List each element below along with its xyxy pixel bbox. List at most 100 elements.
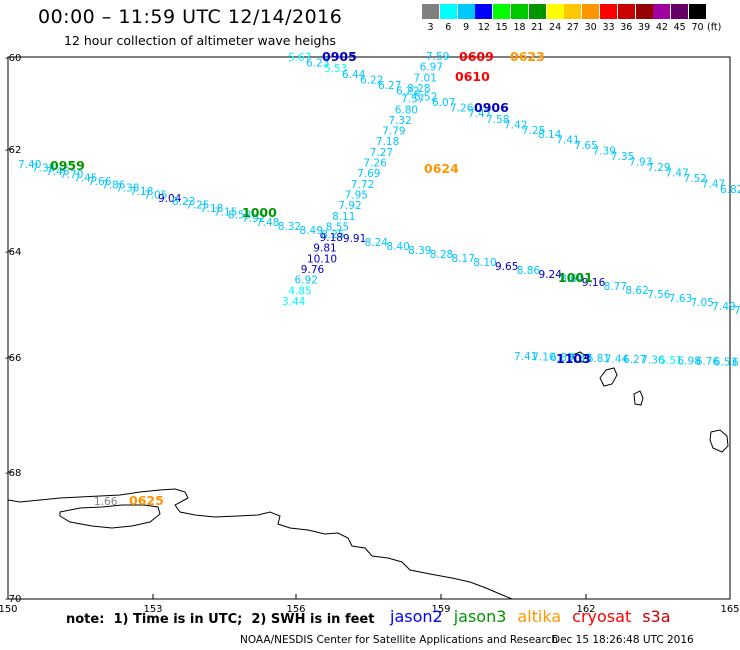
swh-value: 8.24 [365, 237, 389, 249]
swh-value: 5.51 [659, 355, 682, 367]
swh-value: 7.86 [102, 179, 126, 191]
track-labels: 7.407.387.467.707.457.667.867.387.187.05… [18, 49, 740, 508]
graticule [7, 148, 731, 599]
swh-value: 8.86 [517, 265, 541, 277]
swh-value: 7.42 [504, 119, 527, 131]
swh-value: 8.32 [278, 221, 301, 233]
swh-value: 8.11 [332, 211, 355, 223]
scale-swatch-24 [546, 4, 564, 19]
legend-jason2: jason2 [390, 607, 443, 626]
lat-label: -66 [5, 353, 21, 364]
swh-value: 7.35 [611, 151, 634, 163]
swh-value: 6.80 [395, 104, 418, 116]
swh-value: 7.79 [382, 126, 405, 138]
swh-value: 7.65 [574, 140, 597, 152]
scale-swatch-18 [511, 4, 528, 19]
track-time-label: 0959 [50, 158, 85, 173]
swh-value: 6.76 [696, 356, 720, 368]
lat-label: -60 [5, 53, 21, 64]
swh-value: 7.66 [88, 176, 112, 188]
swh-value: 7.57 [401, 94, 424, 106]
swh-value: 7.92 [338, 200, 361, 212]
swh-value: 7.41 [556, 135, 579, 147]
swh-value: 7.41 [514, 351, 537, 363]
track-0624: 3.444.856.929.7610.109.819.188.558.117.9… [282, 51, 459, 308]
map-title: 00:00 – 11:59 UTC 12/14/2016 [38, 6, 343, 28]
swh-value: 7.18 [376, 136, 399, 148]
swh-value: 9.16 [582, 277, 606, 289]
scale-swatch-42 [653, 4, 671, 19]
swh-value: 6.44 [342, 69, 366, 81]
swh-value: 8.23 [172, 196, 195, 208]
scale-label-9: 9 [463, 22, 470, 33]
swh-value: 6.52 [414, 91, 437, 103]
swh-value: 6.27 [378, 80, 401, 92]
track-time-label: 0624 [424, 161, 459, 176]
swh-value: 7.15 [214, 206, 237, 218]
swh-value: 7.47 [665, 168, 688, 180]
generated-timestamp: Dec 15 18:26:48 UTC 2016 [552, 634, 694, 646]
swh-value: 7.63 [669, 293, 692, 305]
track-time-label: 0609 [459, 49, 494, 64]
swh-value: 6.92 [295, 275, 318, 287]
antarctic-coastline [7, 488, 513, 600]
track-0959: 7.407.387.467.707.457.667.867.387.187.05… [18, 158, 265, 225]
swh-value: 7.1 [734, 305, 740, 317]
longitude-axis: 150 153 156 159 162 165 [0, 604, 740, 615]
swh-value: 6.98 [678, 356, 701, 368]
latitude-axis: -60 -62 -64 -66 -68 -70 [5, 53, 21, 605]
swh-value: 7.47 [702, 179, 725, 191]
scale-label-21: 21 [531, 22, 544, 33]
swh-value: 7.46 [46, 166, 70, 178]
swh-value: 7.70 [60, 169, 83, 181]
swh-value: 7.40 [18, 159, 41, 171]
scale-swatch-21 [528, 4, 546, 19]
swh-value: 7.93 [629, 157, 652, 169]
lon-label: 156 [286, 604, 305, 615]
lat-label: -68 [5, 468, 21, 479]
swh-value: 6.27 [623, 354, 646, 366]
scale-label-42: 42 [655, 22, 668, 33]
legend-altika: altika [517, 607, 562, 626]
swh-value: 6.81 [587, 353, 610, 365]
swh-value: 5.53 [324, 63, 347, 75]
swh-value: 7.25 [186, 200, 209, 212]
swh-value: 8.17 [452, 253, 475, 265]
swh-value: 8.55 [326, 221, 349, 233]
coastal-island-outline [59, 504, 161, 529]
swh-value: 8.40 [386, 241, 409, 253]
scale-swatch-70 [689, 4, 706, 19]
track-time-label: 0625 [129, 493, 164, 508]
lon-label: 150 [0, 604, 18, 615]
swh-value: 7.05 [144, 189, 167, 201]
scale-label-27: 27 [566, 22, 579, 33]
legend-jason3: jason3 [453, 607, 507, 626]
swh-value: 7.26 [450, 103, 474, 115]
track-time-label: 1103 [556, 351, 591, 366]
map-frame [7, 56, 731, 600]
swh-value: 7.26 [363, 158, 387, 170]
island-1 [599, 367, 618, 387]
track-time-label: 0610 [455, 69, 490, 84]
track-0905: 5.676.235.536.446.226.276.226.526.077.26… [288, 49, 545, 137]
scale-swatch-30 [582, 4, 600, 19]
swh-value: 3.44 [282, 296, 306, 308]
scale-label-24: 24 [549, 22, 562, 33]
swh-value: 7.10 [532, 352, 555, 364]
lon-label: 165 [720, 604, 739, 615]
swh-value: 7.92 [242, 213, 265, 225]
scale-label-12: 12 [477, 22, 490, 33]
island-4 [572, 351, 587, 363]
swh-value: 8.28 [407, 83, 430, 95]
scale-swatch-15 [493, 4, 511, 19]
swh-value: 5.67 [288, 52, 311, 64]
swh-value: 8.10 [473, 257, 496, 269]
lat-label: -70 [5, 594, 21, 605]
track-time-label: 0623 [510, 49, 545, 64]
swh-value: 9.04 [158, 193, 182, 205]
swh-value: 7.38 [116, 183, 139, 195]
scale-label-39: 39 [638, 22, 651, 33]
scale-swatch-36 [617, 4, 635, 19]
legend-s3a: s3a [642, 607, 671, 626]
scale-label-15: 15 [495, 22, 508, 33]
